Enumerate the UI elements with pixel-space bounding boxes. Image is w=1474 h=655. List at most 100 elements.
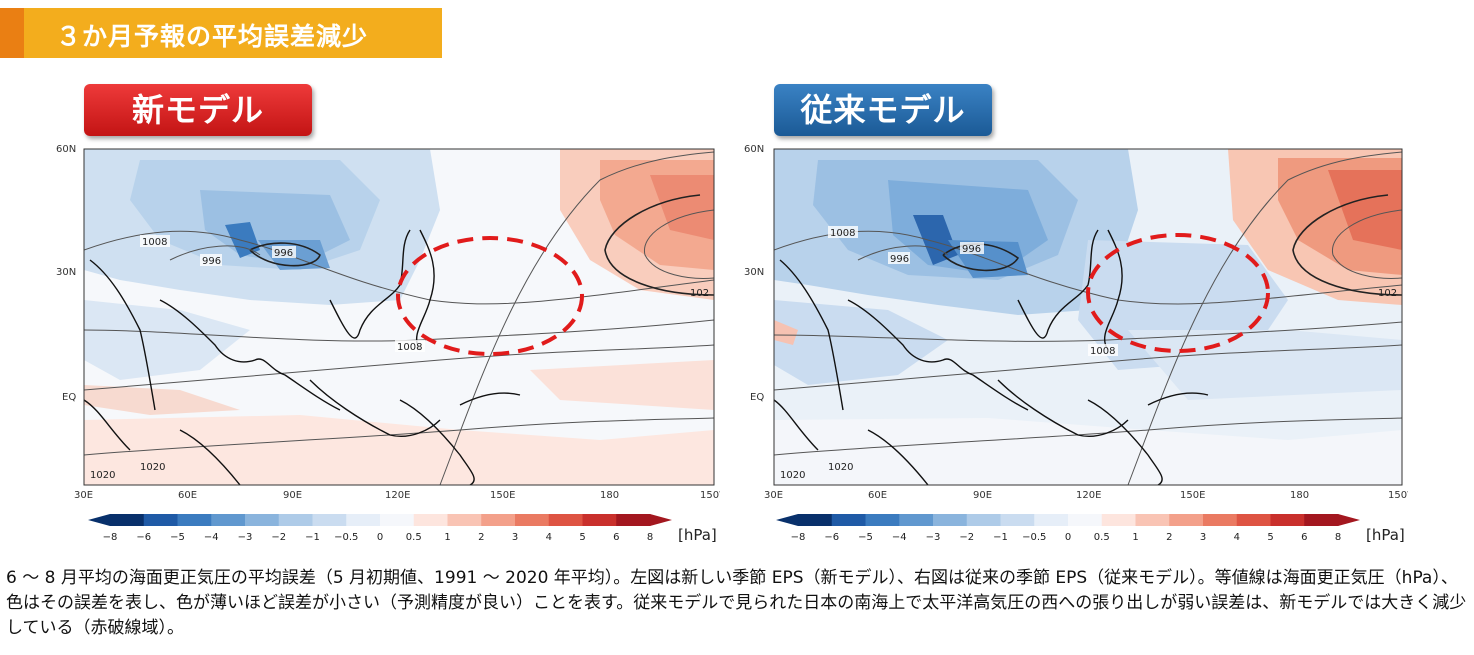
colorbar-swatch: [1000, 514, 1035, 526]
colorbar-swatch: [380, 514, 415, 526]
x-tick: 150W: [1388, 490, 1408, 501]
x-tick: 90E: [973, 490, 992, 501]
y-tick: 60N: [56, 145, 76, 155]
x-tick: 150W: [700, 490, 720, 501]
contour-label: 1008: [142, 237, 167, 248]
colorbar-tick-label: 3: [1200, 532, 1206, 543]
old-model-badge: 従来モデル: [774, 84, 992, 136]
contour-label: 1020: [90, 470, 115, 481]
axis-ticks: 60N 30N EQ 30E 60E 90E 120E 150E 180 150…: [744, 145, 1408, 501]
contour-label: 996: [890, 254, 909, 265]
colorbar-swatch: [177, 514, 212, 526]
y-tick: EQ: [62, 392, 76, 403]
coastlines: [774, 229, 1209, 485]
colorbar-tick-label: 5: [1267, 532, 1273, 543]
colorbar-tick-label: 4: [1234, 532, 1240, 543]
colorbar-swatch: [1034, 514, 1069, 526]
page-title-bar: ３か月予報の平均誤差減少: [0, 8, 442, 58]
colorbar-swatch: [1169, 514, 1204, 526]
colorbar-swatch: [211, 514, 246, 526]
contour-label: 1020: [140, 462, 165, 473]
colorbar-tick-label: 2: [478, 532, 484, 543]
y-tick: EQ: [750, 392, 764, 403]
x-tick: 120E: [1076, 490, 1101, 501]
contour-label: 1008: [830, 228, 855, 239]
colorbar-swatch: [481, 514, 516, 526]
contour-labels: 1008 996 996 1008 1020 1020 102: [780, 226, 1397, 481]
colorbar-swatch: [548, 514, 583, 526]
colorbar-tick-label: −6: [136, 532, 151, 543]
colorbar-tick-label: −1: [993, 532, 1008, 543]
colorbar-arrow-high: [1338, 514, 1360, 526]
figure-caption: 6 ～ 8 月平均の海面更正気圧の平均誤差（5 月初期値、1991 ～ 2020…: [6, 568, 1467, 638]
colorbar-tick-label: 8: [1335, 532, 1341, 543]
colorbar-unit: [hPa]: [1366, 526, 1405, 544]
colorbar-swatch: [1270, 514, 1305, 526]
colorbar-tick-label: −2: [271, 532, 286, 543]
contour-label: 102: [690, 288, 709, 299]
colorbar-arrow-low: [88, 514, 110, 526]
colorbar-tick-label: −8: [103, 532, 118, 543]
old-model-panel: 従来モデル: [688, 0, 1408, 560]
contour-label: 1008: [1090, 346, 1115, 357]
colorbar-tick-label: −6: [824, 532, 839, 543]
colorbar-tick-label: 6: [1301, 532, 1307, 543]
colorbar-tick-label: 6: [613, 532, 619, 543]
colorbar-tick-label: −2: [959, 532, 974, 543]
x-tick: 120E: [385, 490, 410, 501]
colorbar-tick-label: 2: [1166, 532, 1172, 543]
page-title: ３か月予報の平均誤差減少: [56, 22, 369, 51]
colorbar-swatch: [413, 514, 448, 526]
colorbar-swatch: [798, 514, 833, 526]
colorbar-tick-label: 1: [444, 532, 450, 543]
new-model-panel: 新モデル: [0, 0, 720, 560]
colorbar-arrow-low: [776, 514, 798, 526]
y-tick: 30N: [56, 267, 76, 278]
colorbar-swatch: [1068, 514, 1103, 526]
colorbar-tick-label: −3: [926, 532, 941, 543]
map-frame: [773, 148, 1403, 486]
colorbar-tick-label: 0: [377, 532, 383, 543]
x-tick: 150E: [490, 490, 515, 501]
colorbar-tick-label: −5: [170, 532, 185, 543]
x-tick: 180: [1290, 490, 1309, 501]
axis-ticks: 60N 30N EQ 30E 60E 90E 120E 150E 180 150…: [56, 145, 720, 501]
contour-label: 1020: [828, 462, 853, 473]
colorbar-swatch: [899, 514, 934, 526]
x-tick: 30E: [764, 490, 783, 501]
colorbar-swatch: [1236, 514, 1271, 526]
x-tick: 90E: [283, 490, 302, 501]
colorbar-tick-label: 0.5: [406, 532, 422, 543]
contour-label: 1020: [780, 470, 805, 481]
colorbar-swatch: [616, 514, 651, 526]
colorbar-tick-label: −0.5: [1022, 532, 1046, 543]
y-tick: 60N: [744, 145, 764, 155]
colorbar-tick-label: 5: [579, 532, 585, 543]
colorbar-tick-label: −0.5: [334, 532, 358, 543]
colorbar-swatch: [865, 514, 900, 526]
colorbar-tick-label: 0: [1065, 532, 1071, 543]
colorbar-swatch: [933, 514, 968, 526]
colorbar-tick-label: 0.5: [1094, 532, 1110, 543]
colorbar-tick-label: −8: [791, 532, 806, 543]
colorbar-tick-label: −4: [204, 532, 219, 543]
contour-label: 1008: [397, 342, 422, 353]
colorbar-tick-label: 1: [1132, 532, 1138, 543]
map-frame: [83, 148, 715, 486]
x-tick: 60E: [868, 490, 887, 501]
colorbar-swatch: [515, 514, 550, 526]
new-model-map: 1008 996 996 1008 1020 1020 102 60N 30N …: [56, 145, 720, 544]
colorbar-swatch: [831, 514, 866, 526]
coastlines: [84, 229, 521, 485]
colorbar-swatch: [1135, 514, 1170, 526]
colorbar: −8 −6 −5 −4 −3 −2 −1 −0.5 0 0.5 1 2 3 4 5 6 8 [hPa]: [776, 514, 1405, 544]
colorbar-swatch: [1203, 514, 1238, 526]
contour-labels: 1008 996 996 1008 1020 1020 102: [90, 235, 709, 481]
colorbar-swatch: [312, 514, 347, 526]
colorbar-swatch: [110, 514, 145, 526]
contour-label: 996: [202, 256, 221, 267]
error-shading: [84, 149, 714, 485]
colorbar-swatch: [966, 514, 1001, 526]
colorbar-tick-label: −4: [892, 532, 907, 543]
x-tick: 150E: [1180, 490, 1205, 501]
